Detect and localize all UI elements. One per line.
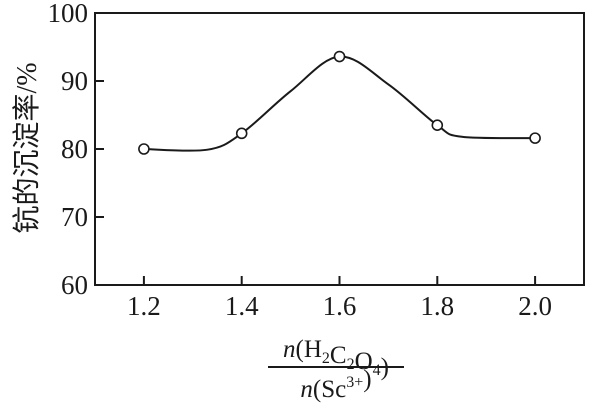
data-markers <box>138 50 541 155</box>
y-tick-label: 80 <box>61 134 88 164</box>
data-point <box>431 119 444 131</box>
data-point <box>235 127 248 140</box>
data-point <box>333 50 346 63</box>
x-tick-label: 1.8 <box>420 291 454 321</box>
y-tick-label: 60 <box>61 270 88 300</box>
x-tick-label: 2.0 <box>518 291 552 321</box>
x-axis-label-numerator: n(H2C2O4) <box>283 336 389 381</box>
data-point <box>138 143 150 155</box>
x-axis-ticks: 1.2 1.4 1.6 1.8 2.0 <box>127 276 552 321</box>
y-axis-ticks: 60 70 80 90 100 <box>48 0 104 300</box>
y-tick-label: 70 <box>61 202 88 232</box>
data-point <box>529 132 541 144</box>
x-tick-label: 1.6 <box>323 291 357 321</box>
y-tick-label: 90 <box>61 66 88 96</box>
x-tick-label: 1.2 <box>127 291 161 321</box>
x-axis-label-denominator: n(Sc3+) <box>300 366 371 403</box>
data-curve <box>143 55 536 152</box>
y-tick-label: 100 <box>48 0 89 28</box>
x-axis-label: n(H2C2O4) n(Sc3+) <box>268 336 404 403</box>
y-axis-label: 钪的沉淀率/% <box>11 62 43 233</box>
x-tick-label: 1.4 <box>225 291 259 321</box>
